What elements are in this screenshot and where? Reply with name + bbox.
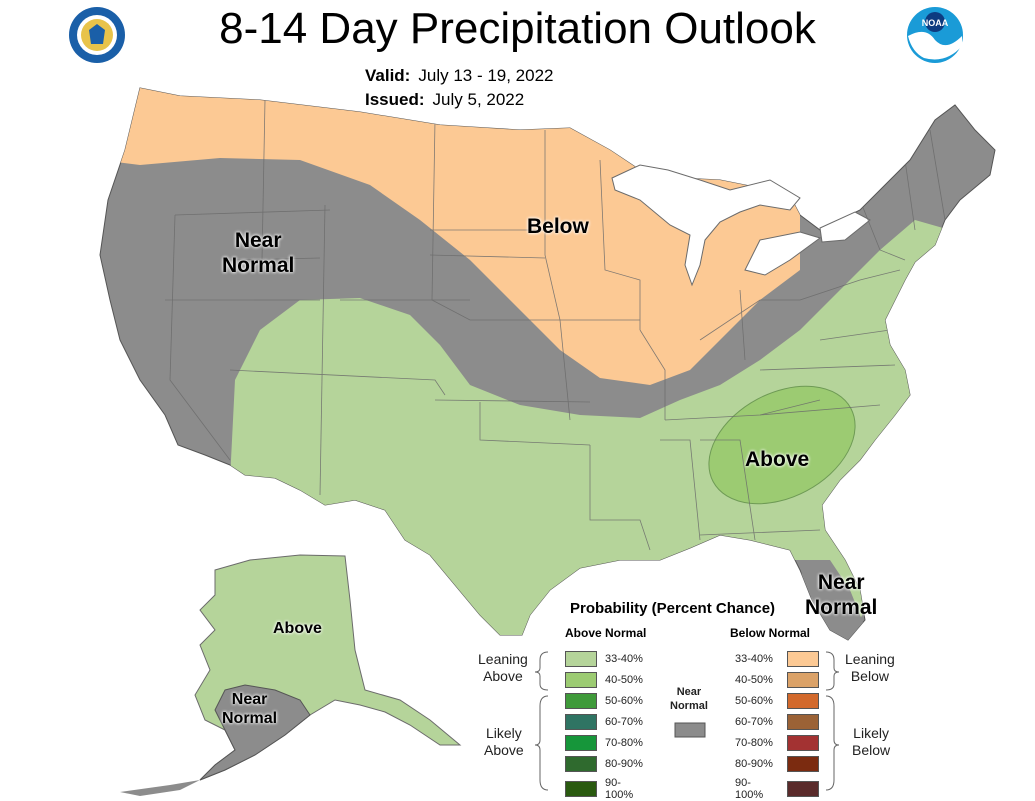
- legend-above-row: 40-50%: [565, 672, 649, 688]
- legend-below-row-label: 70-80%: [735, 737, 773, 749]
- legend-above-row: 80-90%: [565, 756, 649, 772]
- legend-below-row: 70-80%: [735, 735, 819, 751]
- legend-above-row-swatch: [565, 672, 597, 688]
- legend-below-row: 80-90%: [735, 756, 819, 772]
- legend-above-row-label: 80-90%: [605, 758, 643, 770]
- legend-above-row-swatch: [565, 693, 597, 709]
- legend-below-row: 90-100%: [735, 777, 819, 801]
- valid-label: Valid:: [365, 66, 411, 85]
- legend-above-row-swatch: [565, 735, 597, 751]
- label-alaska-near-normal: Near Normal: [222, 691, 278, 727]
- label-near-normal-west: Near Normal: [222, 229, 295, 277]
- legend-below-row: 33-40%: [735, 651, 819, 667]
- legend-above-row-swatch: [565, 756, 597, 772]
- legend-below-row-swatch: [787, 693, 819, 709]
- legend-below-row: 50-60%: [735, 693, 819, 709]
- svg-text:NOAA: NOAA: [922, 18, 949, 28]
- alaska: [120, 554, 462, 796]
- valid-value: July 13 - 19, 2022: [418, 66, 554, 85]
- issued-line: Issued: July 5, 2022: [365, 90, 524, 110]
- valid-line: Valid: July 13 - 19, 2022: [365, 66, 554, 86]
- label-near-normal-florida: Near Normal: [805, 571, 878, 619]
- legend-likely-above: Likely Above: [484, 725, 524, 758]
- legend-likely-below: Likely Below: [852, 725, 891, 758]
- legend-near-normal: Near Normal: [670, 686, 708, 712]
- legend-above-row: 60-70%: [565, 714, 649, 730]
- legend-above-row: 50-60%: [565, 693, 649, 709]
- legend-title: Probability (Percent Chance): [570, 600, 776, 617]
- above-normal-region: [230, 220, 950, 640]
- legend-above-row: 33-40%: [565, 651, 649, 667]
- legend-above-row: 90-100%: [565, 777, 649, 801]
- legend-below-row-swatch: [787, 781, 819, 797]
- legend-below-row-label: 33-40%: [735, 653, 773, 665]
- issued-label: Issued:: [365, 90, 425, 109]
- legend-below-row: 40-50%: [735, 672, 819, 688]
- legend-above-row-label: 50-60%: [605, 695, 643, 707]
- legend-leaning-below: Leaning Below: [845, 651, 895, 684]
- legend-above-row-label: 70-80%: [605, 737, 643, 749]
- legend-above-row-swatch: [565, 714, 597, 730]
- legend-below-row-swatch: [787, 756, 819, 772]
- legend-above-row-label: 90-100%: [605, 777, 634, 801]
- label-above-southeast: Above: [745, 448, 810, 471]
- department-of-commerce-seal-icon: [69, 7, 125, 63]
- state-boundaries: [165, 99, 946, 551]
- legend-below-row-swatch: [787, 714, 819, 730]
- legend-below-row-label: 40-50%: [735, 674, 773, 686]
- legend-above-row: 70-80%: [565, 735, 649, 751]
- florida-near-normal-region: [800, 560, 870, 640]
- page-title: 8-14 Day Precipitation Outlook: [219, 4, 816, 53]
- great-lakes: [611, 164, 871, 287]
- label-below: Below: [527, 215, 589, 238]
- issued-value: July 5, 2022: [432, 90, 525, 109]
- legend-below-heading: Below Normal: [730, 626, 811, 640]
- legend-above-row-label: 33-40%: [605, 653, 643, 665]
- label-alaska-above: Above: [273, 620, 322, 637]
- legend-below-row-swatch: [787, 672, 819, 688]
- legend-below-row-label: 90-100%: [735, 777, 764, 801]
- legend-above-row-label: 60-70%: [605, 716, 643, 728]
- noaa-logo-icon: NOAA: [907, 7, 963, 63]
- legend-below-row-label: 60-70%: [735, 716, 773, 728]
- legend-below-row-label: 50-60%: [735, 695, 773, 707]
- legend-below-row-swatch: [787, 651, 819, 667]
- legend-below-row-label: 80-90%: [735, 758, 773, 770]
- legend-above-row-swatch: [565, 781, 597, 797]
- legend-above-row-label: 40-50%: [605, 674, 643, 686]
- legend-leaning-above: Leaning Above: [478, 651, 528, 684]
- legend-below-row-swatch: [787, 735, 819, 751]
- near-normal-swatch: [674, 722, 706, 738]
- legend-below-row: 60-70%: [735, 714, 819, 730]
- legend-above-heading: Above Normal: [565, 626, 647, 640]
- legend-above-row-swatch: [565, 651, 597, 667]
